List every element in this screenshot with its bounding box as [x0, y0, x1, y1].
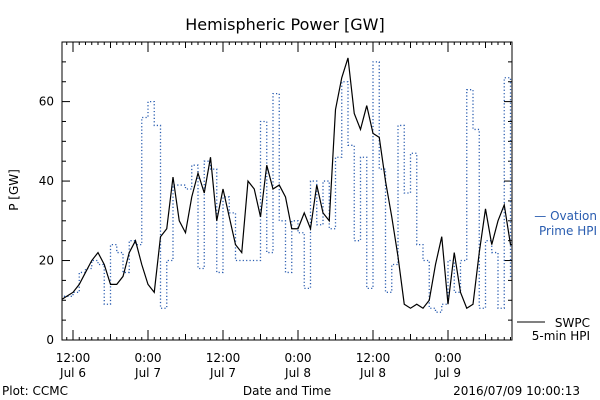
x-tick-time-label: 0:00: [285, 351, 312, 365]
y-axis-ticks: 0 20 40 60: [39, 61, 512, 347]
x-axis-label: Date and Time: [243, 384, 331, 398]
legend-swpc-line1: SWPC: [555, 316, 590, 330]
y-axis-label: P [GW]: [7, 169, 21, 211]
x-tick-time-label: 12:00: [356, 351, 391, 365]
x-tick-date-label: Jul 8: [359, 366, 386, 380]
series-layer: [62, 57, 512, 313]
y-tick-label: 0: [46, 333, 54, 347]
series-line-ovation-prime: [62, 61, 512, 313]
x-tick-date-label: Jul 7: [134, 366, 161, 380]
plot-credit: Plot: CCMC: [2, 384, 68, 398]
x-tick-time-label: 12:00: [206, 351, 241, 365]
x-tick-date-label: Jul 9: [434, 366, 461, 380]
legend-ovation-line2: Prime HPI: [539, 224, 597, 238]
legend-swpc-line2: 5-min HPI: [532, 329, 590, 343]
plot-frame: [61, 41, 513, 341]
y-tick-label: 60: [39, 95, 54, 109]
legend-ovation-line1: — Ovation: [534, 209, 597, 223]
x-tick-date-label: Jul 6: [59, 366, 86, 380]
plot-border: [61, 41, 513, 341]
chart-title: Hemispheric Power [GW]: [185, 15, 384, 34]
x-tick-date-label: Jul 7: [209, 366, 236, 380]
series-line-swpc: [62, 57, 512, 310]
plot-timestamp: 2016/07/09 10:00:13: [453, 384, 580, 398]
x-tick-time-label: 0:00: [435, 351, 462, 365]
x-tick-time-label: 12:00: [56, 351, 91, 365]
y-tick-label: 20: [39, 254, 54, 268]
x-tick-time-label: 0:00: [135, 351, 162, 365]
x-tick-date-label: Jul 8: [284, 366, 311, 380]
y-tick-label: 40: [39, 174, 54, 188]
